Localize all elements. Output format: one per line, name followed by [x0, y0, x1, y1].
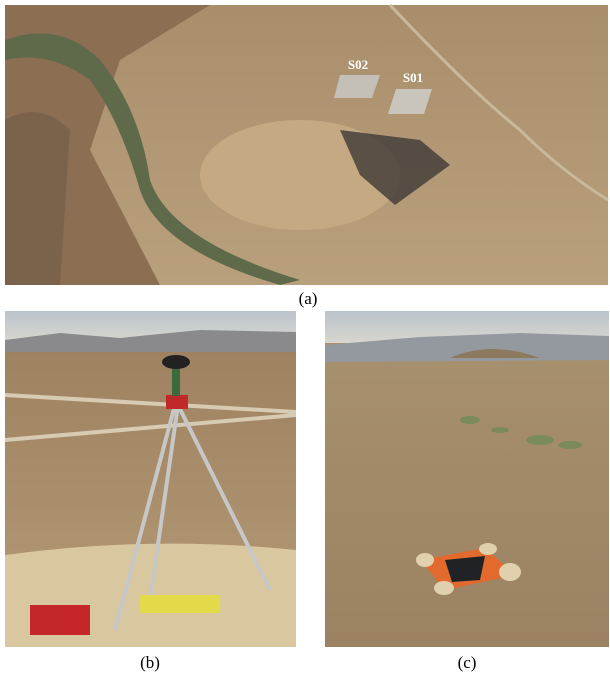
target-s01: [388, 89, 432, 114]
caption: (a): [299, 289, 318, 308]
annotation: S02: [348, 57, 368, 72]
road: [388, 3, 609, 202]
tripod: [113, 404, 272, 631]
shadow: [5, 112, 70, 285]
gnss-antenna: [162, 355, 190, 369]
photo-b: [4, 311, 297, 647]
target-center: [445, 556, 485, 582]
shrubs: [460, 416, 582, 449]
stones: [416, 543, 521, 595]
tripod-head: [166, 395, 188, 409]
target-s02: [334, 75, 380, 98]
caption: (b): [140, 653, 160, 672]
annotation: S01: [403, 70, 423, 85]
mountains: [5, 330, 296, 352]
ground: [325, 311, 609, 647]
gnss-mast: [172, 368, 180, 396]
photo-a: S02 S01: [5, 3, 609, 286]
roads: [4, 393, 297, 442]
mountains: [325, 333, 609, 362]
caption: (c): [458, 653, 477, 672]
case: [30, 605, 90, 635]
vest: [140, 595, 220, 613]
hill-shadow: [340, 130, 450, 205]
mound: [450, 349, 540, 358]
photo-c: [325, 311, 609, 647]
